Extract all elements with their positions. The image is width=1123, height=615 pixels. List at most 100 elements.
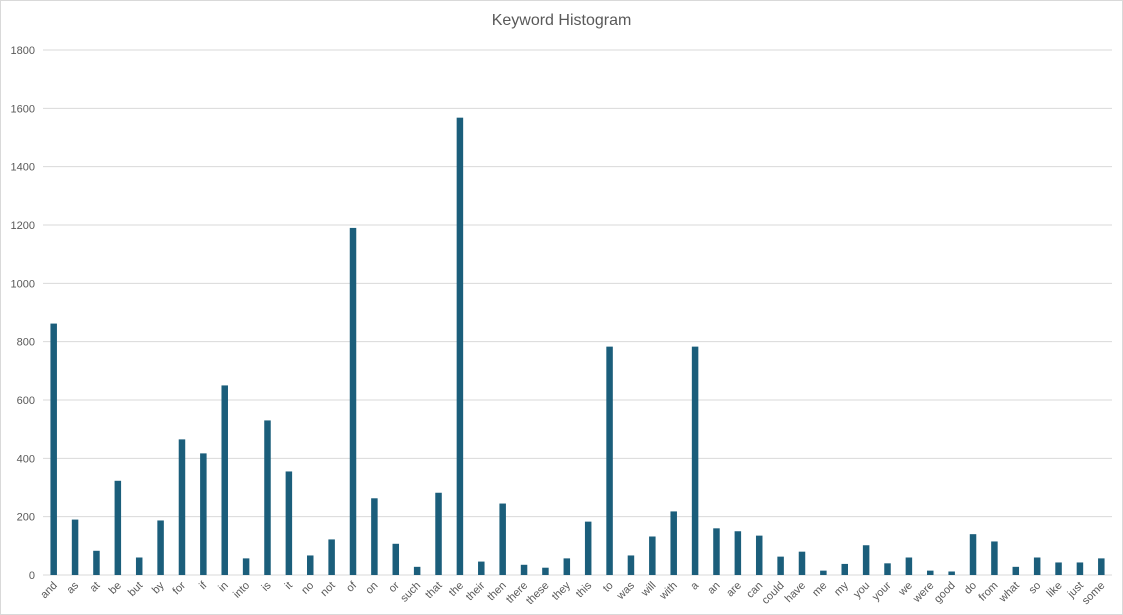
x-tick-label: what [996, 580, 1022, 606]
bar-or [392, 543, 400, 575]
y-tick-label: 1600 [11, 103, 35, 115]
gridlines [43, 49, 1112, 576]
x-tick-label: are [724, 580, 744, 600]
x-tick-label: the [447, 580, 466, 599]
chart-title: Keyword Histogram [491, 12, 632, 29]
bar-some [1098, 558, 1105, 576]
x-tick-label: into [231, 580, 252, 601]
bar-their [478, 561, 485, 575]
bar-you [862, 545, 870, 575]
x-tick-label: this [574, 579, 595, 600]
x-tick-label: to [601, 580, 616, 595]
y-tick-label: 800 [17, 337, 35, 349]
x-tick-label: not [318, 580, 337, 599]
x-tick-label: like [1045, 580, 1065, 600]
bar-can [755, 535, 763, 576]
x-tick-label: be [107, 580, 124, 597]
bar-with [670, 511, 677, 575]
bar-it [285, 471, 293, 575]
bar-at [93, 550, 100, 575]
y-tick-label: 200 [17, 512, 35, 524]
bar-such [413, 566, 421, 575]
y-tick-label: 0 [29, 570, 35, 582]
bar-be [114, 480, 122, 575]
bar-to [606, 346, 613, 576]
bar-just [1076, 562, 1084, 575]
x-tick-label: that [423, 580, 444, 601]
bar-have [798, 551, 806, 575]
x-tick-label: by [150, 579, 167, 596]
x-tick-label: from [976, 580, 1000, 604]
bar-were [927, 570, 934, 576]
x-tick-label: if [197, 579, 210, 592]
bar-what [1012, 566, 1020, 575]
x-tick-label: some [1080, 580, 1108, 608]
x-tick-label: their [464, 579, 488, 603]
x-tick-label: with [657, 580, 680, 603]
x-tick-label: were [910, 580, 936, 606]
bar-this [584, 521, 592, 576]
bar-on [371, 498, 378, 575]
bar-as [71, 519, 79, 575]
y-tick-label: 1800 [11, 45, 35, 57]
bar-is [264, 420, 271, 575]
bar-will [649, 536, 656, 575]
x-tick-label: but [126, 580, 145, 599]
bar-by [157, 520, 164, 575]
bar-for [178, 439, 186, 576]
x-tick-label: it [283, 580, 295, 592]
bar-that [435, 492, 442, 575]
y-tick-label: 1000 [11, 278, 35, 290]
x-tick-label: they [550, 579, 574, 603]
x-tick-label: on [363, 580, 380, 597]
bar-of [349, 227, 357, 576]
bar-me [820, 570, 827, 576]
bar-into [242, 558, 250, 576]
x-tick-label: no [299, 580, 316, 597]
x-axis-ticks: and as at be but by for if in into is it no not of on or… [38, 579, 1107, 607]
x-tick-label: me [810, 580, 829, 599]
x-tick-label: was [614, 579, 637, 602]
y-tick-label: 600 [17, 395, 35, 407]
bar-in [221, 385, 228, 575]
bar-my [841, 563, 848, 575]
x-tick-label: will [638, 580, 658, 600]
x-tick-label: for [171, 579, 189, 597]
bar-could [777, 556, 784, 576]
bar-these [542, 567, 549, 575]
x-tick-label: so [1027, 580, 1044, 597]
bar-if [200, 453, 207, 576]
bar-are [734, 531, 742, 575]
bar-a [691, 346, 699, 576]
bar-there [520, 564, 528, 575]
bar-not [328, 539, 335, 575]
bar-they [563, 558, 571, 576]
y-tick-label: 400 [17, 453, 35, 465]
y-tick-label: 1200 [11, 220, 35, 232]
x-tick-label: my [832, 579, 851, 598]
bar-the [456, 117, 464, 576]
x-tick-label: your [870, 579, 894, 603]
bar-and [50, 323, 57, 575]
x-tick-label: at [88, 580, 103, 595]
bar-do [969, 534, 977, 575]
x-tick-label: could [760, 580, 787, 607]
bar-no [307, 555, 314, 575]
x-tick-label: is [260, 579, 274, 593]
x-tick-label: in [216, 580, 231, 595]
bar-then [499, 503, 506, 575]
x-tick-label: you [851, 580, 872, 601]
x-tick-label: an [705, 580, 722, 597]
y-axis-ticks: 0 200 400 600 800 1000 1200 1400 1600 1800 [11, 45, 35, 582]
x-tick-label: good [932, 580, 958, 606]
bar-good [948, 571, 955, 575]
bar-like [1055, 562, 1062, 575]
x-tick-label: have [783, 580, 808, 605]
bars [50, 117, 1105, 576]
x-tick-label: a [688, 579, 701, 592]
bar-your [884, 563, 891, 575]
x-tick-label: such [398, 580, 423, 605]
bar-was [627, 555, 635, 575]
